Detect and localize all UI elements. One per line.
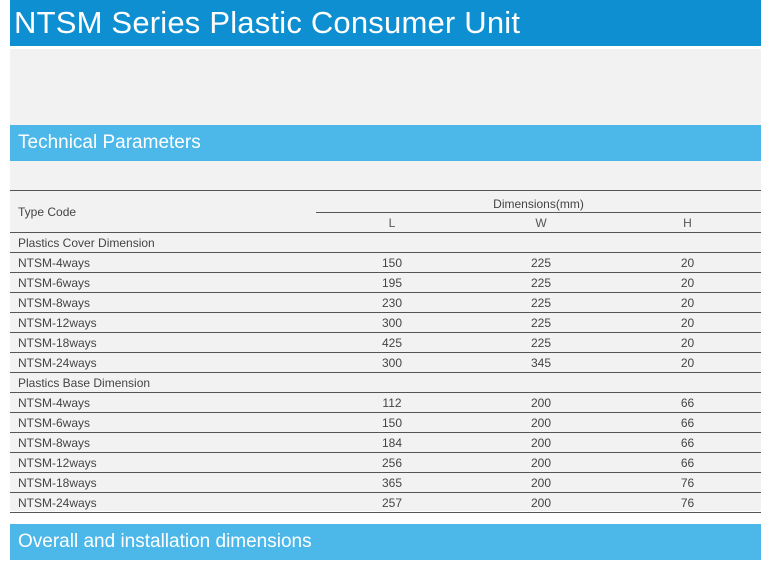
width-cell: 200 [468,492,614,513]
dimensions-header: Dimensions(mm) [316,190,761,213]
table-row: NTSM-8ways 230 225 20 [10,292,761,313]
type-code-cell: NTSM-18ways [10,332,316,353]
width-cell: 225 [468,312,614,333]
height-cell: 20 [614,292,761,313]
table-row: NTSM-24ways 300 345 20 [10,352,761,373]
length-cell: 257 [316,492,468,513]
table-row: NTSM-6ways 150 200 66 [10,412,761,433]
length-cell: 195 [316,272,468,293]
length-cell: 300 [316,352,468,373]
height-cell: 66 [614,432,761,453]
length-cell: 300 [316,312,468,333]
length-cell: 256 [316,452,468,473]
table-row: NTSM-8ways 184 200 66 [10,432,761,453]
column-header-l: L [316,212,468,233]
width-cell: 200 [468,472,614,493]
table-row: NTSM-24ways 257 200 76 [10,492,761,513]
length-cell: 230 [316,292,468,313]
type-code-header: Type Code [10,190,316,233]
table-row: NTSM-12ways 300 225 20 [10,312,761,333]
height-cell: 20 [614,332,761,353]
type-code-cell: NTSM-8ways [10,292,316,313]
type-code-cell: NTSM-24ways [10,492,316,513]
table-row: NTSM-18ways 425 225 20 [10,332,761,353]
type-code-cell: NTSM-4ways [10,252,316,273]
type-code-cell: NTSM-12ways [10,452,316,473]
type-code-cell: NTSM-8ways [10,432,316,453]
column-header-w: W [468,212,614,233]
length-cell: 365 [316,472,468,493]
height-cell: 66 [614,412,761,433]
height-cell: 66 [614,452,761,473]
type-code-cell: NTSM-18ways [10,472,316,493]
type-code-cell: NTSM-6ways [10,272,316,293]
table-row: NTSM-12ways 256 200 66 [10,452,761,473]
column-header-h: H [614,212,761,233]
intro-panel [10,49,761,125]
height-cell: 20 [614,312,761,333]
width-cell: 200 [468,452,614,473]
section-header-technical-parameters: Technical Parameters [10,125,761,161]
length-cell: 425 [316,332,468,353]
width-cell: 225 [468,252,614,273]
type-code-cell: NTSM-24ways [10,352,316,373]
width-cell: 225 [468,272,614,293]
type-code-cell: NTSM-6ways [10,412,316,433]
page-title: NTSM Series Plastic Consumer Unit [10,0,761,46]
table-row: NTSM-4ways 150 225 20 [10,252,761,273]
table-row: NTSM-6ways 195 225 20 [10,272,761,293]
width-cell: 225 [468,332,614,353]
table-row: NTSM-18ways 365 200 76 [10,472,761,493]
width-cell: 200 [468,392,614,413]
height-cell: 20 [614,252,761,273]
length-cell: 112 [316,392,468,413]
height-cell: 76 [614,492,761,513]
table-row: NTSM-4ways 112 200 66 [10,392,761,413]
height-cell: 20 [614,352,761,373]
type-code-cell: NTSM-4ways [10,392,316,413]
width-cell: 345 [468,352,614,373]
group-label: Plastics Cover Dimension [10,232,761,253]
height-cell: 20 [614,272,761,293]
technical-parameters-table: Type Code Dimensions(mm) L W H Plastics … [10,190,761,513]
section-header-overall-dimensions: Overall and installation dimensions [10,524,761,560]
height-cell: 66 [614,392,761,413]
group-row: Plastics Base Dimension [10,372,761,393]
length-cell: 150 [316,252,468,273]
width-cell: 200 [468,432,614,453]
length-cell: 184 [316,432,468,453]
width-cell: 200 [468,412,614,433]
type-code-cell: NTSM-12ways [10,312,316,333]
group-row: Plastics Cover Dimension [10,232,761,253]
length-cell: 150 [316,412,468,433]
height-cell: 76 [614,472,761,493]
group-label: Plastics Base Dimension [10,372,761,393]
width-cell: 225 [468,292,614,313]
